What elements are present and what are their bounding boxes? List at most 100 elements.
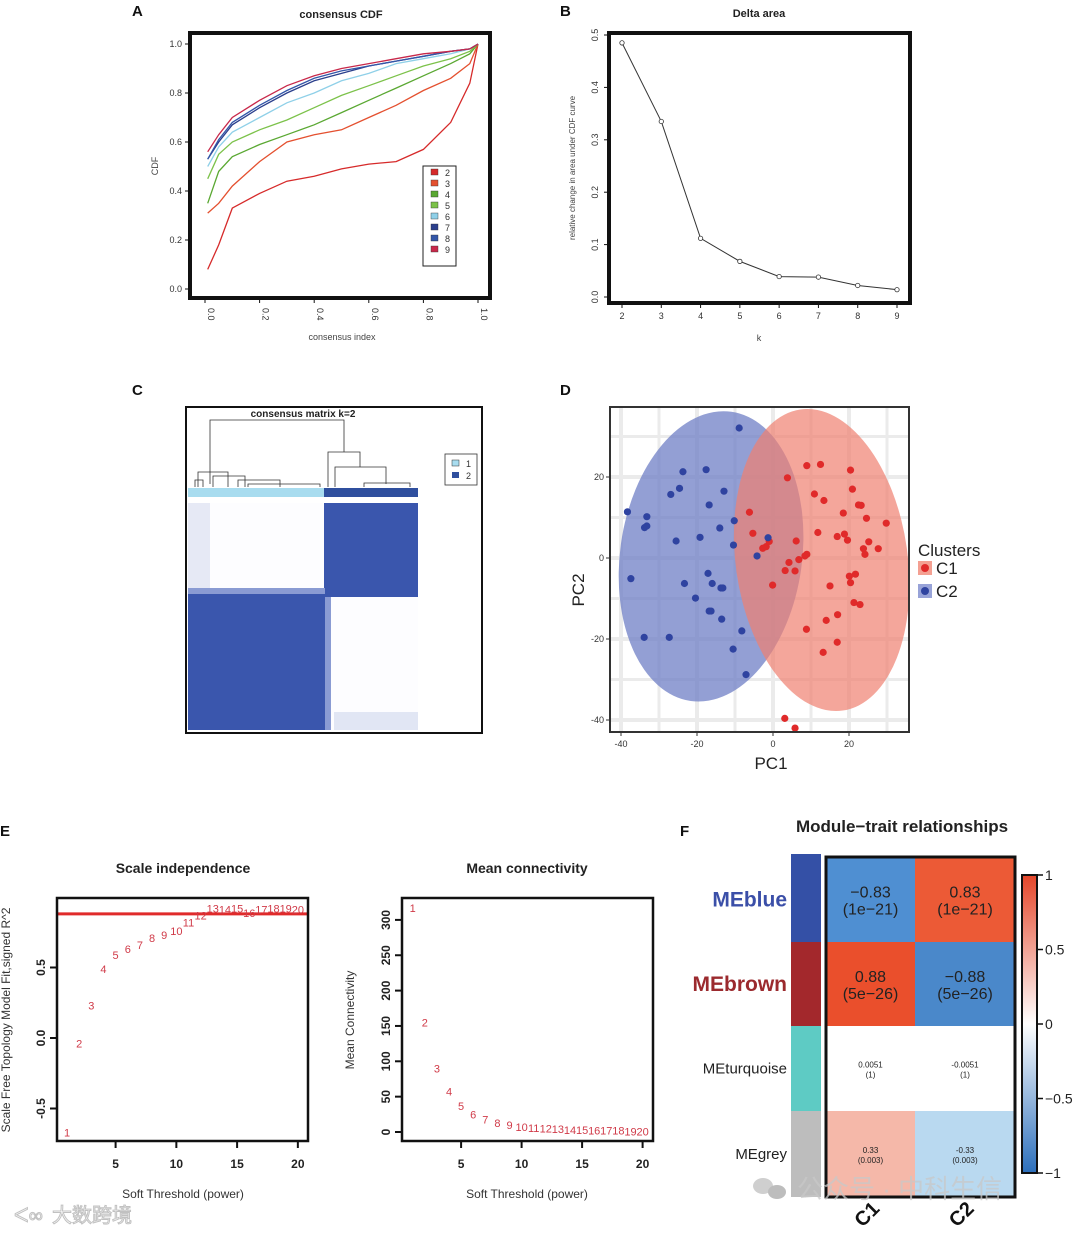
point-c2 xyxy=(742,671,750,679)
point-c1 xyxy=(749,529,757,537)
power-label: 4 xyxy=(100,964,106,976)
legend-label: 3 xyxy=(445,179,450,189)
y-tick-label: 250 xyxy=(379,945,393,965)
cdf-line-k4 xyxy=(207,43,479,204)
power-label: 3 xyxy=(88,1001,94,1013)
point-c2 xyxy=(707,607,715,615)
point-c2 xyxy=(729,645,737,653)
heatmap-block-22-edge xyxy=(334,712,418,730)
y-tick-label: -20 xyxy=(591,634,604,644)
x-tick-label: 0.8 xyxy=(424,308,434,321)
y-tick-label: 0.5 xyxy=(590,29,600,42)
x-axis-label: k xyxy=(757,333,762,343)
point-c1 xyxy=(769,581,777,589)
y-axis-label: PC2 xyxy=(569,573,588,606)
point-c2 xyxy=(719,584,727,592)
point-c1 xyxy=(834,611,842,619)
wechat-logo-icon xyxy=(753,1178,773,1194)
heatmap-block-21 xyxy=(188,590,325,730)
cell-correlation: 0.88 xyxy=(855,969,886,986)
point-c1 xyxy=(846,579,855,587)
x-tick-label: 6 xyxy=(777,311,782,321)
cell-pvalue: (1e−21) xyxy=(937,902,993,919)
delta-area-point xyxy=(855,282,861,289)
heatmap-cell xyxy=(915,1026,1015,1111)
power-label: 19 xyxy=(280,903,292,915)
delta-area-point xyxy=(894,287,900,293)
heatmap-cell xyxy=(915,1111,1015,1197)
legend-label: 9 xyxy=(445,245,450,255)
point-c1 xyxy=(781,566,789,575)
power-label: 14 xyxy=(219,905,231,917)
power-label: 18 xyxy=(612,1126,624,1138)
point-c2 xyxy=(627,575,635,583)
colorbar-tick-label: −0.5 xyxy=(1045,1091,1073,1107)
delta-area-line xyxy=(621,42,898,291)
y-axis-label: CDF xyxy=(150,156,160,175)
y-tick-label: 0.1 xyxy=(590,238,600,251)
point-c2 xyxy=(764,534,772,542)
cell-correlation: 0.33 xyxy=(863,1146,879,1155)
y-tick-label: -40 xyxy=(591,715,604,725)
cluster-ellipse-c1 xyxy=(733,409,910,712)
panel-c-consensus-matrix: consensus matrix k=2 1 2 xyxy=(185,406,483,734)
panel-label-f: F xyxy=(680,823,689,840)
power-label: 6 xyxy=(470,1109,476,1121)
x-axis-label: PC1 xyxy=(754,754,787,773)
x-tick-label: 4 xyxy=(698,311,703,321)
x-axis-label: consensus index xyxy=(308,332,376,342)
cluster-bar-2 xyxy=(324,488,418,497)
point-c1 xyxy=(857,501,865,509)
heatmap-block-edge xyxy=(325,597,331,730)
y-tick-label: 1.0 xyxy=(169,39,182,49)
power-label: 1 xyxy=(410,903,416,915)
cdf-line-k9 xyxy=(207,43,479,153)
point-c2 xyxy=(716,524,724,532)
point-c1 xyxy=(840,530,849,538)
panel-label-d: D xyxy=(560,382,571,399)
power-label: 8 xyxy=(149,933,155,945)
legend-label: 8 xyxy=(445,234,450,244)
y-tick-label: 20 xyxy=(594,472,604,482)
delta-area-point xyxy=(619,40,625,46)
legend-dot-c2 xyxy=(921,587,929,595)
x-axis-label: Soft Threshold (power) xyxy=(122,1187,244,1201)
panel-d-pca: -40 -20 0 20 20 0 -20 -40 PC1 PC2 Clusters C1 C… xyxy=(569,406,980,773)
point-c1 xyxy=(851,570,860,578)
legend-label-c2: C2 xyxy=(936,582,958,601)
power-label: 15 xyxy=(231,903,243,915)
point-c2 xyxy=(679,468,687,476)
plot-frame xyxy=(400,896,655,1143)
point-c2 xyxy=(729,541,738,549)
module-color-strip-mebrown xyxy=(791,942,821,1026)
y-tick-label: 50 xyxy=(379,1090,393,1104)
x-tick-label: 10 xyxy=(170,1157,184,1171)
panel-e-scale-independence: Scale independence Soft Threshold (power… xyxy=(0,860,310,1201)
x-tick-label: 0.4 xyxy=(315,308,325,321)
x-tick-label: 8 xyxy=(855,311,860,321)
colorbar-tick-label: 0 xyxy=(1045,1016,1053,1032)
power-label: 10 xyxy=(170,926,182,938)
plot-frame xyxy=(609,406,910,733)
cell-pvalue: (5e−26) xyxy=(843,986,899,1003)
x-tick-label: 0.6 xyxy=(370,308,380,321)
power-label: 2 xyxy=(422,1017,428,1029)
power-label: 2 xyxy=(76,1039,82,1051)
power-label: 19 xyxy=(624,1126,636,1138)
chart-title: consensus matrix k=2 xyxy=(251,409,356,420)
point-c1 xyxy=(822,616,830,624)
panel-label-a: A xyxy=(132,3,143,20)
row-label: MEgrey xyxy=(735,1146,787,1163)
x-tick-label: 5 xyxy=(737,311,742,321)
plot-frame xyxy=(55,896,310,1143)
heatmap-block-22 xyxy=(330,597,418,730)
chart-title: consensus CDF xyxy=(299,9,382,21)
point-c1 xyxy=(791,724,799,732)
x-tick-label: 20 xyxy=(636,1157,650,1171)
legend-swatch xyxy=(430,168,439,176)
delta-area-point xyxy=(737,258,743,264)
heatmap-block-border xyxy=(188,588,325,594)
power-label: 5 xyxy=(113,950,119,962)
cell-correlation: −0.83 xyxy=(850,885,891,902)
